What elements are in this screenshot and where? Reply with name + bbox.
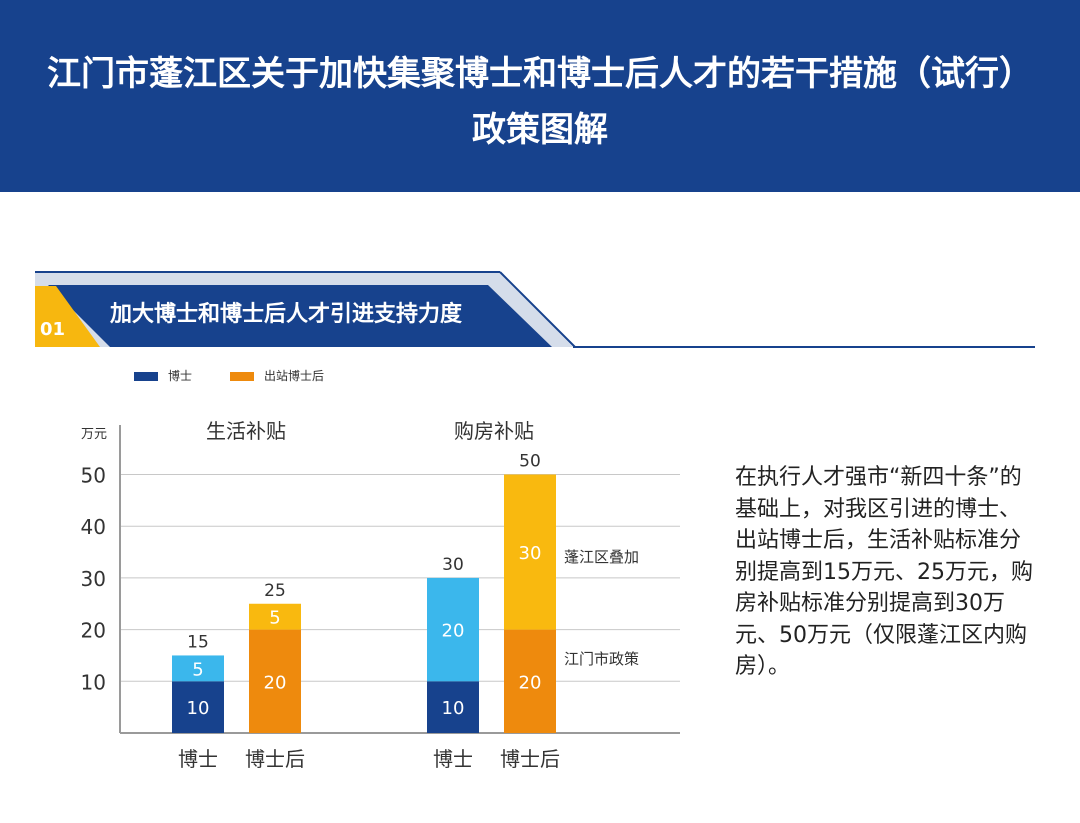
x-tick-label: 博士后 — [500, 747, 560, 771]
section-title: 加大博士和博士后人才引进支持力度 — [110, 302, 463, 327]
data-label-total: 15 — [187, 632, 209, 652]
data-label-total: 50 — [519, 452, 541, 472]
x-tick-label: 博士后 — [245, 747, 305, 771]
data-label-city: 20 — [264, 672, 287, 693]
annotation-city: 江门市政策 — [564, 650, 639, 668]
data-label-district: 5 — [192, 659, 203, 680]
banner-number-badge — [35, 286, 100, 347]
bar-segment-district — [427, 577, 479, 682]
data-label-city: 10 — [187, 698, 210, 719]
bar-segment-district — [172, 655, 224, 682]
group-title: 生活补贴 — [206, 419, 286, 443]
policy-description: 在执行人才强市“新四十条”的基础上，对我区引进的博士、出站博士后，生活补贴标准分… — [735, 465, 1033, 679]
data-label-total: 30 — [442, 555, 464, 575]
data-label-city: 20 — [519, 672, 542, 693]
x-tick-label: 博士 — [433, 747, 473, 771]
y-axis-unit-label: 万元 — [81, 427, 107, 442]
y-tick-label: 30 — [81, 567, 106, 591]
bar-segment-district — [249, 603, 301, 630]
subsidy-chart: 10 20 30 40 50 万元 生活补贴 10 5 15 博士 20 5 25 博士后 购房补贴 10 20 3… — [81, 419, 680, 771]
banner-main-shape — [48, 285, 552, 347]
data-label-district: 30 — [519, 543, 542, 564]
data-label-district: 20 — [442, 621, 465, 642]
annotation-district: 蓬江区叠加 — [564, 548, 639, 566]
bar-segment-city — [427, 681, 479, 733]
data-label-city: 10 — [442, 698, 465, 719]
legend-swatch-doctor — [134, 372, 158, 381]
bar-segment-city — [504, 629, 556, 733]
y-tick-label: 50 — [81, 464, 106, 488]
data-label-total: 25 — [264, 581, 286, 601]
legend-label-doctor: 博士 — [168, 369, 193, 383]
page-title: 江门市蓬江区关于加快集聚博士和博士后人才的若干措施（试行） — [47, 54, 1033, 94]
section-number: 01 — [40, 319, 66, 340]
bar-segment-city — [249, 629, 301, 733]
legend-swatch-postdoc — [230, 372, 254, 381]
x-tick-label: 博士 — [178, 747, 218, 771]
banner-diagonal-line — [499, 271, 576, 348]
bar-segment-city — [172, 681, 224, 733]
legend-label-postdoc: 出站博士后 — [264, 369, 325, 383]
y-tick-label: 40 — [81, 515, 106, 539]
y-tick-label: 10 — [81, 670, 106, 694]
group-title: 购房补贴 — [454, 419, 534, 443]
y-tick-label: 20 — [81, 619, 106, 643]
section-banner — [35, 271, 1035, 348]
bar-segment-district — [504, 474, 556, 630]
header-banner: 江门市蓬江区关于加快集聚博士和博士后人才的若干措施（试行） 政策图解 — [0, 0, 1080, 192]
data-label-district: 5 — [269, 608, 280, 629]
page-subtitle: 政策图解 — [472, 110, 608, 150]
